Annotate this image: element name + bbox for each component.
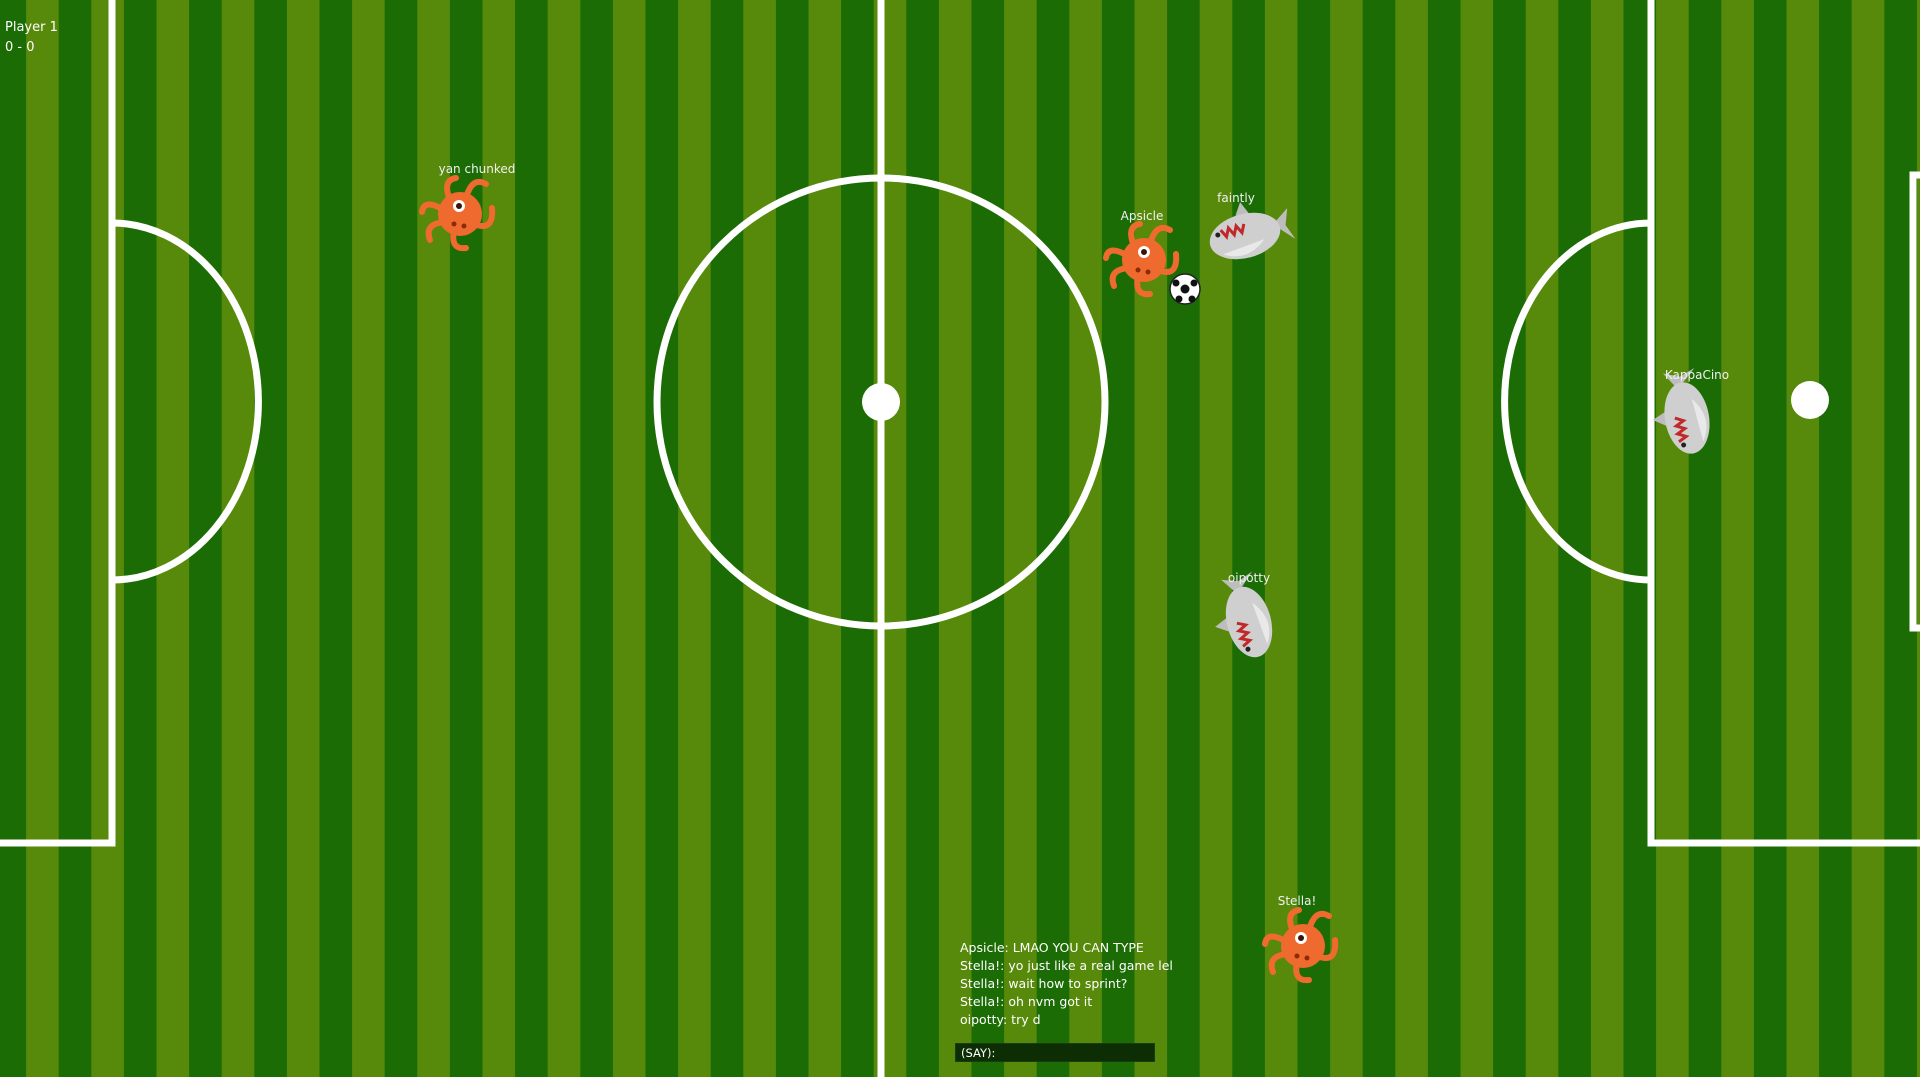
grass-stripe bbox=[1916, 0, 1920, 1077]
chat-input[interactable] bbox=[999, 1044, 1154, 1061]
player-label: Player 1 bbox=[5, 20, 58, 35]
chat-log: Apsicle: LMAO YOU CAN TYPE Stella!: yo j… bbox=[960, 939, 1173, 1029]
right-goal-box bbox=[1909, 171, 1920, 632]
octopus-icon bbox=[419, 175, 496, 252]
center-circle bbox=[653, 174, 1109, 630]
chat-message: Stella!: yo just like a real game lel bbox=[960, 958, 1173, 973]
grass-stripe bbox=[1297, 0, 1331, 1077]
grass-stripe bbox=[1721, 0, 1755, 1077]
score-display: 0 - 0 bbox=[5, 40, 35, 55]
player-name-tag: KappaCino bbox=[1664, 368, 1730, 382]
grass-stripe bbox=[743, 0, 777, 1077]
grass-stripe bbox=[254, 0, 288, 1077]
grass-stripe bbox=[1493, 0, 1527, 1077]
grass-stripe bbox=[156, 0, 190, 1077]
grass-stripe bbox=[221, 0, 255, 1077]
grass-stripe bbox=[1395, 0, 1429, 1077]
grass-stripe bbox=[417, 0, 451, 1077]
grass-stripe bbox=[906, 0, 940, 1077]
right-penalty-arc bbox=[1501, 219, 1652, 584]
grass-stripe bbox=[1232, 0, 1266, 1077]
grass-stripe bbox=[1330, 0, 1364, 1077]
chat-message: Stella!: wait how to sprint? bbox=[960, 976, 1128, 991]
chat-input-label: (SAY): bbox=[961, 1045, 996, 1060]
grass-stripe bbox=[1362, 0, 1396, 1077]
grass-stripe bbox=[1264, 0, 1298, 1077]
hud: Player 1 0 - 0 bbox=[5, 18, 58, 58]
chat-input-box[interactable]: (SAY): bbox=[955, 1043, 1155, 1062]
grass-stripe bbox=[26, 0, 60, 1077]
center-spot bbox=[862, 383, 900, 421]
grass-stripe bbox=[384, 0, 418, 1077]
grass-stripe bbox=[319, 0, 353, 1077]
grass-stripe bbox=[286, 0, 320, 1077]
grass-stripe bbox=[1167, 0, 1201, 1077]
grass-stripe bbox=[1656, 0, 1690, 1077]
chat-message: oipotty: try d bbox=[960, 1012, 1041, 1027]
grass-stripe bbox=[1199, 0, 1233, 1077]
grass-stripe bbox=[938, 0, 972, 1077]
grass-stripe bbox=[645, 0, 679, 1077]
grass-stripe bbox=[1590, 0, 1624, 1077]
grass-stripe bbox=[0, 0, 27, 1077]
octopus-icon bbox=[1262, 907, 1339, 984]
grass-stripe bbox=[775, 0, 809, 1077]
grass-stripe bbox=[1101, 0, 1135, 1077]
grass-stripe bbox=[91, 0, 125, 1077]
shark-icon bbox=[1652, 367, 1710, 454]
grass-stripe bbox=[547, 0, 581, 1077]
chat-message: Apsicle: LMAO YOU CAN TYPE bbox=[960, 940, 1144, 955]
grass-stripe bbox=[1460, 0, 1494, 1077]
shark-icon bbox=[1215, 571, 1273, 658]
grass-stripe bbox=[710, 0, 744, 1077]
shark-icon bbox=[1209, 202, 1296, 260]
right-penalty-spot bbox=[1791, 381, 1829, 419]
grass-stripe bbox=[123, 0, 157, 1077]
right-penalty-box bbox=[1647, 0, 1920, 847]
grass-stripe bbox=[971, 0, 1005, 1077]
grass-stripe bbox=[1819, 0, 1853, 1077]
player-name-tag: Stella! bbox=[1277, 894, 1317, 908]
grass-stripe bbox=[841, 0, 875, 1077]
grass-stripe bbox=[352, 0, 386, 1077]
player-name-tag: oipotty bbox=[1227, 571, 1271, 585]
grass-stripe bbox=[482, 0, 516, 1077]
grass-stripe bbox=[1753, 0, 1787, 1077]
grass-stripe bbox=[1069, 0, 1103, 1077]
grass-stripe bbox=[1427, 0, 1461, 1077]
player-name-tag: faintly bbox=[1217, 191, 1255, 205]
left-penalty-arc bbox=[111, 219, 262, 584]
grass-stripe bbox=[1036, 0, 1070, 1077]
grass-stripe bbox=[1004, 0, 1038, 1077]
left-penalty-box bbox=[0, 0, 116, 847]
player-name-tag: Apsicle bbox=[1120, 209, 1164, 223]
grass-stripe bbox=[1558, 0, 1592, 1077]
grass-stripe bbox=[1786, 0, 1820, 1077]
player-name-tag: yan chunked bbox=[438, 162, 516, 176]
grass-stripe bbox=[1134, 0, 1168, 1077]
soccer-ball-icon bbox=[1169, 273, 1201, 305]
grass-stripe bbox=[58, 0, 92, 1077]
grass-stripe bbox=[612, 0, 646, 1077]
grass-stripe bbox=[515, 0, 549, 1077]
grass-stripe bbox=[580, 0, 614, 1077]
grass-stripe bbox=[1688, 0, 1722, 1077]
chat-message: Stella!: oh nvm got it bbox=[960, 994, 1093, 1009]
grass-stripe bbox=[1851, 0, 1885, 1077]
octopus-icon bbox=[1103, 221, 1180, 298]
grass-stripe bbox=[808, 0, 842, 1077]
